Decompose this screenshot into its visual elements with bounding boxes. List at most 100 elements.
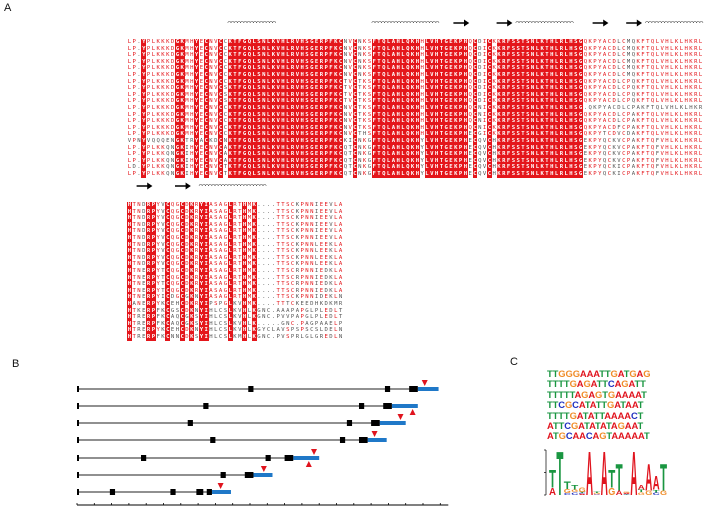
residue: K — [161, 65, 165, 72]
residue: C — [352, 91, 358, 99]
residue: F — [237, 151, 243, 158]
residue: L — [266, 52, 271, 59]
residue: F — [328, 78, 334, 86]
residue: S — [256, 164, 262, 171]
residue: N — [343, 52, 348, 59]
residue: N — [343, 72, 348, 78]
residue: K — [179, 39, 185, 46]
residue: L — [386, 105, 391, 112]
residue: K — [227, 118, 233, 125]
residue: K — [271, 52, 276, 59]
residue: Y — [141, 105, 147, 112]
residue: Q — [247, 118, 252, 125]
residue: Q — [247, 78, 252, 86]
residue: P — [132, 39, 136, 45]
residue: F — [237, 58, 243, 66]
residue: E — [199, 157, 204, 164]
residue: N — [261, 52, 267, 59]
residue: N — [261, 45, 267, 53]
residue: Y — [194, 58, 199, 66]
residue: K — [161, 85, 165, 92]
residue: E — [314, 138, 319, 145]
residue: L — [400, 105, 406, 112]
residue: K — [156, 85, 160, 92]
residue: L — [151, 118, 156, 125]
residue: D — [170, 91, 175, 98]
residue: V — [295, 78, 300, 86]
residue: V — [275, 157, 281, 165]
residue: Y — [194, 138, 199, 145]
residue: C — [203, 58, 209, 66]
residue: G — [175, 85, 180, 92]
residue: C — [203, 91, 209, 99]
residue: T — [185, 138, 189, 144]
residue: S — [304, 45, 310, 53]
residue: L — [386, 72, 391, 79]
residue: K — [333, 85, 339, 92]
residue: E — [199, 65, 204, 72]
residue: E — [199, 98, 204, 105]
residue: K — [179, 105, 185, 112]
residue: L — [266, 85, 271, 92]
residue: T — [376, 78, 382, 86]
residue: Q — [247, 45, 252, 53]
residue: P — [323, 85, 329, 92]
residue: S — [367, 58, 372, 65]
residue: H — [395, 171, 401, 178]
residue: L — [386, 131, 391, 138]
residue: T — [348, 144, 352, 151]
residue: N — [261, 118, 267, 125]
residue: H — [190, 151, 194, 158]
residue: L — [251, 144, 257, 152]
residue: Q — [166, 151, 170, 158]
residue: K — [156, 72, 160, 78]
residue: K — [271, 138, 276, 145]
residue: L — [151, 105, 156, 111]
residue: Q — [405, 98, 411, 105]
residue: E — [314, 111, 319, 119]
residue: P — [146, 111, 151, 118]
panel-label-b: B — [12, 358, 20, 370]
residue: K — [161, 52, 165, 59]
residue: C — [203, 45, 209, 53]
residue: G — [175, 78, 180, 86]
residue: Q — [381, 45, 387, 53]
residue: N — [209, 52, 213, 59]
residue: Q — [247, 52, 252, 59]
residue: E — [314, 105, 319, 112]
residue: R — [319, 131, 324, 138]
residue: K — [227, 111, 233, 119]
residue: L — [285, 131, 291, 138]
residue: P — [146, 171, 151, 177]
residue: A — [391, 39, 396, 46]
residue: K — [156, 105, 160, 111]
residue: C — [338, 65, 343, 72]
residue: S — [304, 157, 310, 165]
residue: S — [256, 52, 262, 59]
residue: S — [304, 111, 310, 119]
residue: H — [395, 144, 401, 152]
residue: N — [358, 58, 362, 65]
residue: L — [266, 138, 271, 145]
residue: N — [343, 105, 348, 111]
residue: S — [304, 105, 310, 112]
residue: K — [227, 58, 233, 66]
residue: C — [223, 111, 228, 118]
residue: L — [151, 124, 156, 131]
residue: R — [290, 138, 295, 145]
residue: H — [395, 118, 401, 125]
residue: D — [170, 58, 175, 65]
residue: P — [146, 105, 151, 111]
residue: V — [275, 151, 281, 158]
residue: P — [146, 39, 151, 45]
residue: Q — [405, 105, 411, 112]
residue: G — [242, 138, 247, 145]
residue: T — [223, 171, 228, 177]
residue: L — [386, 45, 391, 53]
residue: N — [170, 138, 175, 144]
residue: V — [275, 45, 281, 53]
residue: R — [290, 65, 295, 72]
residue: K — [362, 124, 367, 131]
residue: C — [203, 78, 209, 86]
residue: G — [309, 151, 315, 158]
